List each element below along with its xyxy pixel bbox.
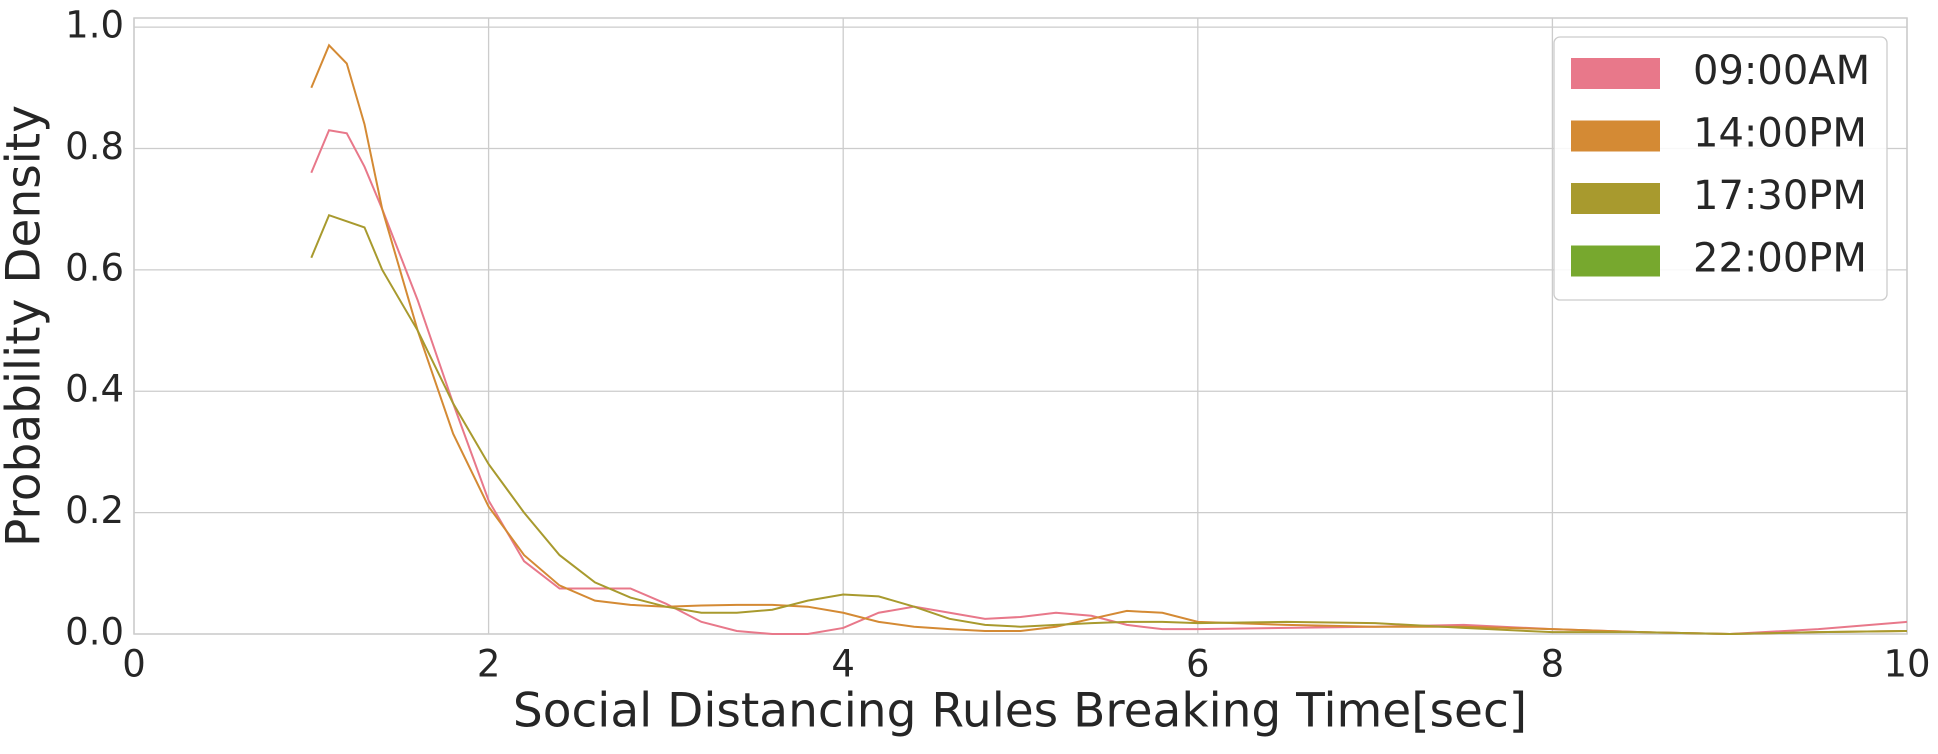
y-axis-label: Probability Density [0,105,52,547]
legend-swatch [1571,120,1660,152]
legend-box [1553,36,1888,301]
x-tick-label: 8 [1541,643,1565,686]
x-axis-label: Social Distancing Rules Breaking Time[se… [513,684,1527,739]
y-tick-label: 0.8 [65,125,124,168]
data-line [310,213,1908,636]
y-tick-label: 0.4 [65,368,124,411]
x-tick-label: 0 [122,643,146,686]
plot-frame [133,17,1908,635]
legend-label: 17:30PM [1693,173,1867,219]
legend-label: 22:00PM [1693,236,1867,282]
legend-swatch [1571,245,1660,277]
y-tick-label: 0.0 [65,611,124,654]
x-tick-label: 10 [1883,643,1930,686]
legend-swatch [1571,183,1660,214]
y-tick-label: 1.0 [65,4,124,47]
y-tick-label: 0.2 [65,489,124,532]
x-tick-label: 2 [477,643,501,686]
x-tick-label: 6 [1186,643,1210,686]
legend-label: 09:00AM [1693,48,1870,94]
y-tick-label: 0.6 [65,246,124,289]
legend-label: 14:00PM [1693,111,1867,157]
data-line [310,43,1908,636]
legend-swatch [1571,58,1660,89]
x-tick-label: 4 [831,643,855,686]
